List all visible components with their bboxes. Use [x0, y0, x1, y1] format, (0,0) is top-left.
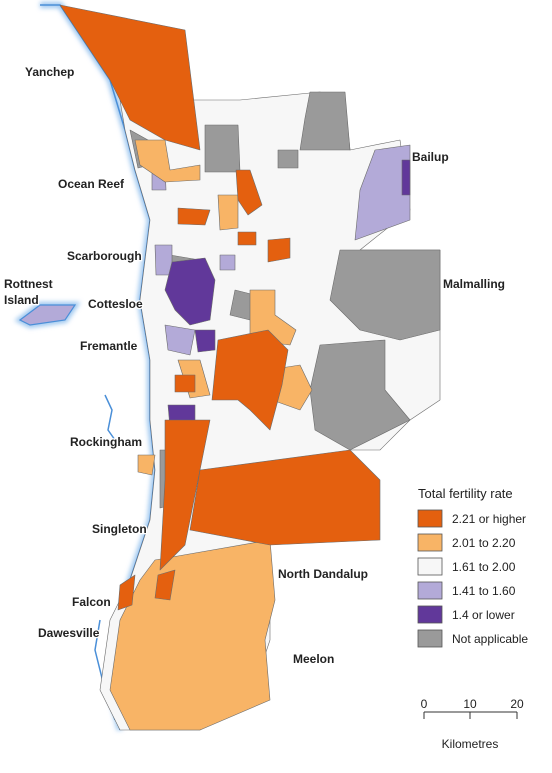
scale-label: 10: [463, 697, 477, 711]
legend-label: 2.01 to 2.20: [452, 536, 516, 550]
legend-swatch: [417, 605, 443, 624]
place-label: Dawesville: [38, 626, 100, 640]
region: [204, 124, 241, 173]
place-label: North Dandalup: [278, 567, 368, 581]
legend-label: 2.21 or higher: [452, 512, 526, 526]
place-labels: Yanchep Ocean Reef Scarborough Rottnest …: [3, 64, 507, 668]
place-label: Singleton: [92, 522, 147, 536]
region: [267, 237, 291, 263]
region: [117, 574, 136, 611]
legend-label: 1.41 to 1.60: [452, 584, 516, 598]
region: [154, 569, 176, 601]
region: [194, 329, 216, 353]
region: [401, 159, 411, 196]
rottnest-island: [18, 304, 77, 326]
place-label: Island: [4, 293, 39, 307]
region: [164, 257, 216, 326]
place-label: Scarborough: [67, 249, 142, 263]
legend-swatch: [417, 557, 443, 576]
legend-swatch: [417, 533, 443, 552]
region: [237, 231, 257, 246]
scale-labels: 0 10 20 Kilometres: [421, 697, 524, 751]
legend-label: 1.4 or lower: [452, 608, 515, 622]
region: [277, 149, 299, 169]
region: [329, 249, 441, 341]
scale-bar: [423, 711, 518, 719]
region: [354, 144, 411, 241]
place-label: Malmalling: [443, 277, 505, 291]
legend-label: Not applicable: [452, 632, 528, 646]
region: [299, 91, 351, 151]
region: [154, 244, 173, 276]
regions: [59, 4, 441, 731]
scale-unit: Kilometres: [442, 737, 499, 751]
region: [217, 194, 239, 231]
legend-label: 1.61 to 2.00: [452, 560, 516, 574]
place-label: Yanchep: [25, 65, 74, 79]
legend-swatch: [417, 581, 443, 600]
place-label: Bailup: [412, 150, 449, 164]
scale-label: 0: [421, 697, 428, 711]
place-label: Rottnest: [4, 277, 53, 291]
region: [134, 139, 201, 183]
legend: Total fertility rate 2.21 or higher 2.01 …: [417, 486, 528, 648]
scale-label: 20: [510, 697, 524, 711]
region: [174, 374, 196, 393]
place-label: Ocean Reef: [58, 177, 125, 191]
place-label: Meelon: [293, 652, 334, 666]
region: [137, 454, 156, 476]
region: [219, 254, 236, 271]
place-label: Rockingham: [70, 435, 142, 449]
place-label: Fremantle: [80, 339, 138, 353]
region: [309, 339, 411, 451]
region: [164, 324, 196, 356]
region: [177, 207, 211, 226]
legend-title: Total fertility rate: [418, 486, 513, 501]
legend-swatch: [417, 629, 443, 648]
place-label: Cottesloe: [88, 297, 143, 311]
legend-swatch: [417, 509, 443, 528]
region: [189, 449, 381, 546]
region: [159, 419, 211, 571]
region: [235, 169, 263, 216]
place-label: Falcon: [72, 595, 111, 609]
region: [211, 329, 289, 431]
